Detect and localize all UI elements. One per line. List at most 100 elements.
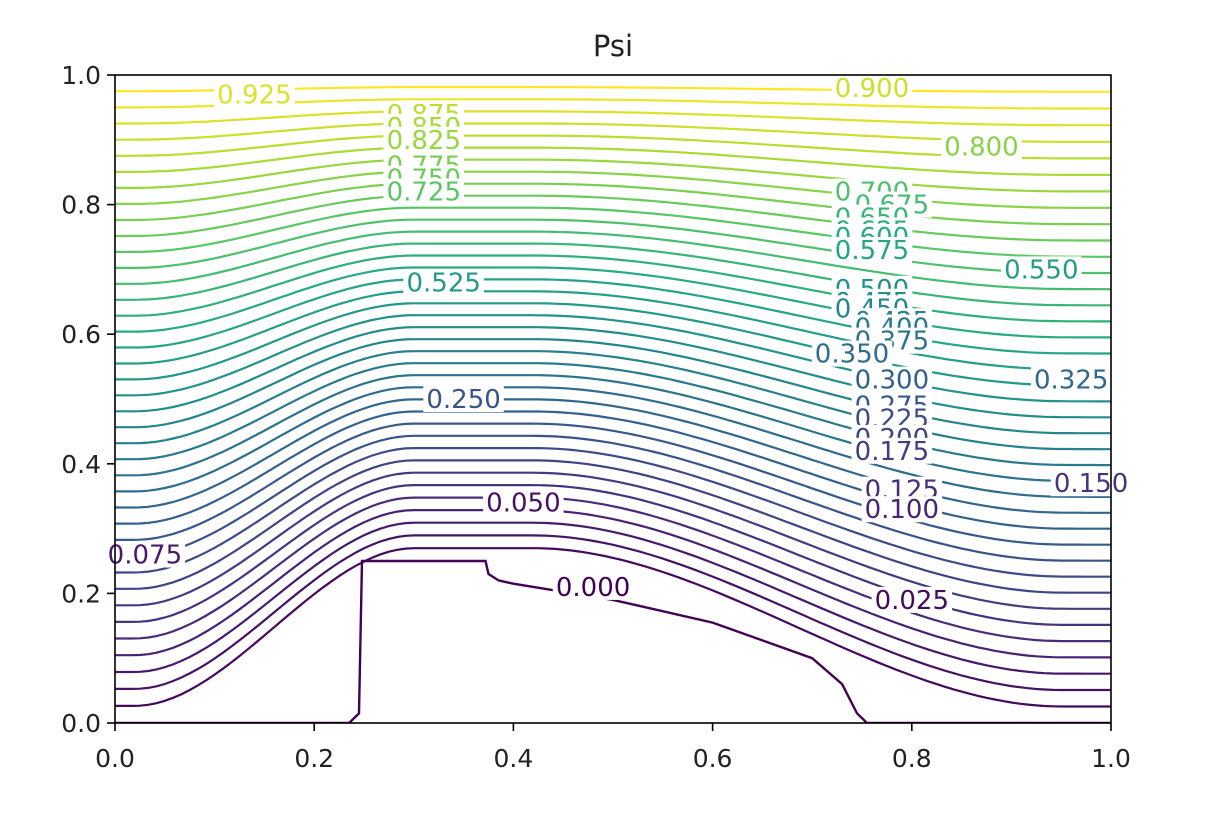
contour-label-gap bbox=[851, 437, 933, 464]
y-tick-label: 1.0 bbox=[61, 61, 101, 90]
contour-line bbox=[115, 278, 1111, 355]
contour-line bbox=[115, 374, 1111, 483]
contour-line-zero bbox=[115, 559, 1111, 723]
contour-label: 0.175 bbox=[851, 437, 933, 467]
contour-label-text: 0.925 bbox=[217, 80, 291, 110]
contour-label-text: 0.550 bbox=[1004, 255, 1078, 285]
y-tick-label: 0.6 bbox=[61, 320, 101, 349]
contour-line bbox=[115, 509, 1111, 659]
contour-label: 0.350 bbox=[811, 340, 893, 370]
contour-label: 0.550 bbox=[1001, 255, 1082, 285]
contour-label-gap bbox=[1050, 470, 1132, 497]
contour-line bbox=[115, 326, 1111, 419]
contour-line bbox=[115, 158, 1111, 193]
contour-line bbox=[115, 110, 1111, 127]
contour-label-gap bbox=[861, 496, 943, 523]
contour-label: 0.150 bbox=[1050, 469, 1132, 499]
x-tick-label: 0.0 bbox=[95, 744, 135, 773]
contour-label: 0.250 bbox=[423, 385, 504, 415]
contour-line bbox=[115, 182, 1111, 226]
contour-label-text: 0.100 bbox=[865, 495, 939, 525]
contour-label-text: 0.075 bbox=[108, 541, 182, 571]
contour-label-text: 0.825 bbox=[387, 126, 461, 156]
contour-label: 0.075 bbox=[104, 541, 186, 571]
contour-label-gap bbox=[383, 126, 464, 153]
contour-label: 0.575 bbox=[831, 236, 913, 266]
contour-line bbox=[115, 422, 1111, 546]
contour-label-text: 0.800 bbox=[944, 132, 1018, 162]
contour-line bbox=[115, 290, 1111, 371]
contour-label: 0.050 bbox=[483, 489, 564, 519]
contour-line bbox=[115, 230, 1111, 291]
contour-line bbox=[115, 547, 1111, 708]
contour-label-gap bbox=[1030, 366, 1112, 393]
contour-label-text: 0.350 bbox=[815, 340, 889, 370]
contour-line bbox=[115, 398, 1111, 514]
contour-line bbox=[115, 447, 1111, 578]
contour-label-gap bbox=[483, 489, 564, 516]
contour-line bbox=[115, 266, 1111, 339]
contour-label-text: 0.150 bbox=[1054, 469, 1128, 499]
contour-labels: 0.9250.9000.8750.8500.8250.8000.7750.750… bbox=[104, 74, 1132, 616]
contour-line bbox=[115, 314, 1111, 403]
contour-label: 0.725 bbox=[383, 178, 464, 208]
contour-line bbox=[115, 350, 1111, 451]
contour-line bbox=[115, 302, 1111, 387]
contour-label: 0.825 bbox=[383, 126, 464, 156]
contour-label: 0.300 bbox=[851, 366, 933, 396]
contour-line bbox=[115, 242, 1111, 307]
contour-line bbox=[115, 170, 1111, 209]
contour-label-text: 0.575 bbox=[835, 236, 909, 266]
contour-label-gap bbox=[552, 573, 634, 600]
contour-label: 0.000 bbox=[552, 573, 634, 603]
y-axis: 0.0 0.2 0.4 0.6 0.8 1.0 bbox=[61, 61, 115, 738]
contour-label-gap bbox=[214, 81, 295, 108]
contour-label: 0.525 bbox=[403, 268, 484, 298]
contour-label-text: 0.050 bbox=[486, 489, 560, 519]
contour-label: 0.100 bbox=[861, 495, 943, 525]
contour-label: 0.325 bbox=[1030, 366, 1112, 396]
contour-line bbox=[115, 410, 1111, 530]
contour-label: 0.800 bbox=[941, 132, 1022, 162]
x-tick-label: 0.4 bbox=[494, 744, 534, 773]
contour-label-gap bbox=[831, 75, 913, 101]
plot-frame bbox=[114, 74, 1112, 724]
contour-line bbox=[115, 534, 1111, 692]
contour-label-gap bbox=[383, 178, 464, 205]
obstacle-layer bbox=[115, 559, 1111, 723]
y-tick-label: 0.0 bbox=[61, 709, 101, 738]
contour-line bbox=[115, 434, 1111, 562]
contour-label-gap bbox=[871, 586, 953, 613]
contour-label-gap bbox=[831, 237, 913, 263]
contour-label-text: 0.000 bbox=[556, 573, 630, 603]
contour-line bbox=[115, 146, 1111, 177]
contour-label-text: 0.025 bbox=[875, 586, 949, 616]
contour-label-text: 0.175 bbox=[855, 437, 929, 467]
contour-lines bbox=[115, 86, 1111, 708]
contour-label-gap bbox=[811, 340, 893, 367]
contour-label-gap bbox=[423, 386, 504, 412]
x-tick-label: 0.8 bbox=[892, 744, 932, 773]
contour-line bbox=[115, 362, 1111, 467]
y-tick-label: 0.2 bbox=[61, 579, 101, 608]
x-tick-label: 0.6 bbox=[693, 744, 733, 773]
contour-label-text: 0.250 bbox=[426, 385, 500, 415]
contour-label: 0.900 bbox=[831, 74, 913, 104]
x-tick-label: 1.0 bbox=[1091, 744, 1131, 773]
contour-line bbox=[115, 218, 1111, 275]
contour-label-gap bbox=[104, 541, 186, 568]
contour-label-gap bbox=[941, 133, 1022, 160]
contour-label-text: 0.300 bbox=[855, 366, 929, 396]
x-axis: 0.0 0.2 0.4 0.6 0.8 1.0 bbox=[95, 723, 1131, 773]
contour-label-text: 0.900 bbox=[835, 74, 909, 104]
contour-line bbox=[115, 206, 1111, 258]
contour-label-text: 0.725 bbox=[387, 178, 461, 208]
contour-line bbox=[115, 338, 1111, 435]
contour-label-text: 0.325 bbox=[1034, 366, 1108, 396]
contour-line bbox=[115, 254, 1111, 323]
contour-line bbox=[115, 521, 1111, 675]
x-tick-label: 0.2 bbox=[294, 744, 334, 773]
contour-label-text: 0.525 bbox=[406, 268, 480, 298]
